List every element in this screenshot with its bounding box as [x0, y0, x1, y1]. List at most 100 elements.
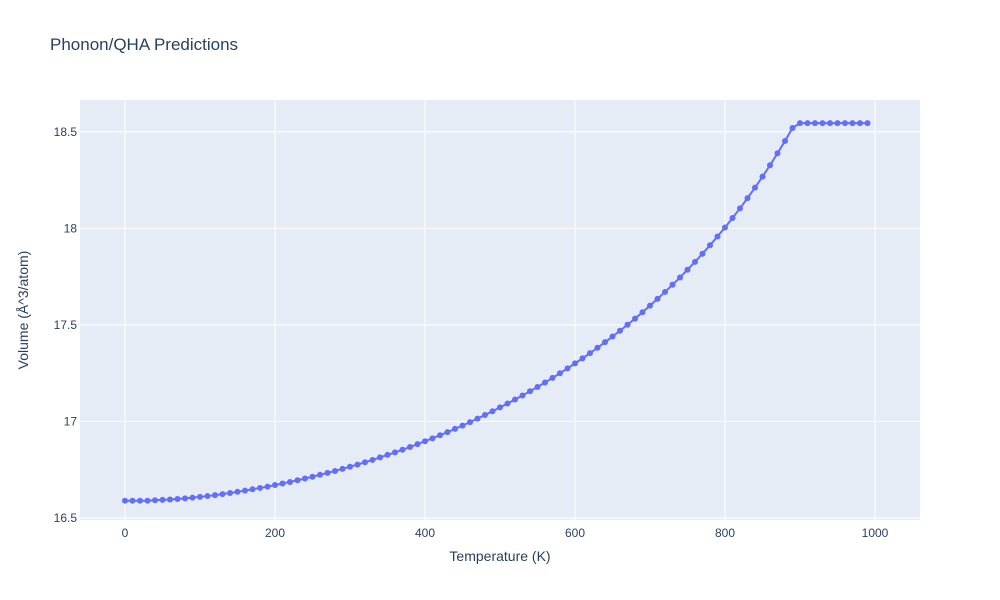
data-point [609, 333, 616, 340]
y-tick-label: 17.5 [54, 318, 78, 332]
data-point [677, 274, 683, 281]
data-point [302, 475, 308, 482]
series-layer [122, 120, 871, 504]
data-point [279, 480, 286, 487]
data-point [497, 404, 503, 411]
data-point [122, 497, 128, 504]
data-point [519, 392, 526, 399]
data-point [377, 454, 383, 461]
data-point [722, 224, 728, 231]
data-point [857, 120, 863, 127]
data-point [452, 425, 458, 432]
data-point [324, 469, 331, 476]
data-point [587, 350, 593, 357]
data-point [647, 302, 653, 309]
data-point [354, 461, 361, 468]
data-point [489, 408, 496, 415]
data-point [264, 483, 271, 490]
data-point [662, 288, 668, 295]
data-point [137, 497, 143, 504]
data-point [557, 370, 563, 377]
data-point [399, 446, 406, 453]
data-point [159, 496, 166, 503]
x-tick-label: 600 [565, 526, 585, 540]
tick-labels: 0 200 400 600 800 1000 16.5 17 17.5 18 18.5 [54, 125, 889, 540]
data-point [602, 339, 608, 346]
data-point [234, 488, 241, 495]
data-point [189, 494, 196, 501]
data-point [617, 327, 623, 334]
data-point [242, 487, 248, 494]
series-line [125, 122, 868, 502]
data-point [287, 478, 293, 485]
data-point [294, 477, 301, 484]
data-point [339, 465, 346, 472]
data-point [152, 497, 158, 504]
data-point [699, 250, 706, 257]
x-tick-label: 1000 [862, 526, 889, 540]
data-point [669, 281, 676, 288]
data-point [759, 173, 766, 180]
data-point [527, 388, 533, 395]
data-point [797, 120, 803, 127]
data-point [482, 411, 488, 418]
data-point [407, 444, 413, 451]
data-point [474, 415, 481, 422]
chart-title: Phonon/QHA Predictions [50, 35, 238, 54]
data-point [737, 205, 743, 212]
plot-area [80, 100, 920, 520]
x-tick-label: 200 [265, 526, 285, 540]
data-point [684, 266, 691, 273]
data-point [317, 471, 323, 478]
data-point [272, 482, 278, 489]
data-point [714, 233, 721, 240]
data-point [504, 400, 511, 407]
data-point [624, 321, 631, 328]
y-tick-label: 18.5 [54, 125, 78, 139]
data-point [429, 435, 436, 442]
data-point [864, 120, 871, 127]
data-point [572, 360, 578, 367]
data-point [414, 441, 421, 448]
data-point [204, 493, 211, 500]
y-tick-label: 17 [64, 415, 78, 429]
data-point [467, 419, 473, 426]
data-point [594, 344, 601, 351]
data-point [564, 365, 571, 372]
data-point [182, 495, 188, 502]
data-point [512, 396, 518, 403]
data-point [459, 422, 466, 429]
y-axis-title: Volume (Å^3/atom) [15, 251, 31, 370]
data-point [549, 374, 556, 381]
data-point [392, 449, 398, 456]
data-point [437, 432, 443, 439]
data-point [167, 496, 173, 503]
data-point [639, 309, 646, 316]
data-point [804, 120, 811, 127]
data-point [542, 379, 548, 386]
y-tick-label: 18 [64, 221, 78, 235]
data-point [219, 491, 226, 498]
data-point [812, 120, 818, 127]
data-point [422, 438, 428, 445]
x-tick-label: 800 [715, 526, 735, 540]
data-point [692, 258, 698, 265]
data-point [834, 120, 841, 127]
y-tick-label: 16.5 [54, 511, 78, 525]
data-point [729, 214, 736, 221]
data-point [654, 295, 661, 302]
data-point [789, 125, 796, 131]
data-point [707, 242, 713, 249]
x-tick-label: 0 [122, 526, 129, 540]
data-point [362, 459, 368, 466]
data-point [774, 150, 781, 157]
data-point [174, 495, 181, 502]
data-point [384, 451, 391, 458]
data-point [767, 162, 773, 169]
data-point [752, 184, 758, 191]
data-point [444, 429, 451, 436]
data-point [332, 467, 338, 474]
data-point [212, 492, 218, 499]
data-point [257, 484, 263, 491]
